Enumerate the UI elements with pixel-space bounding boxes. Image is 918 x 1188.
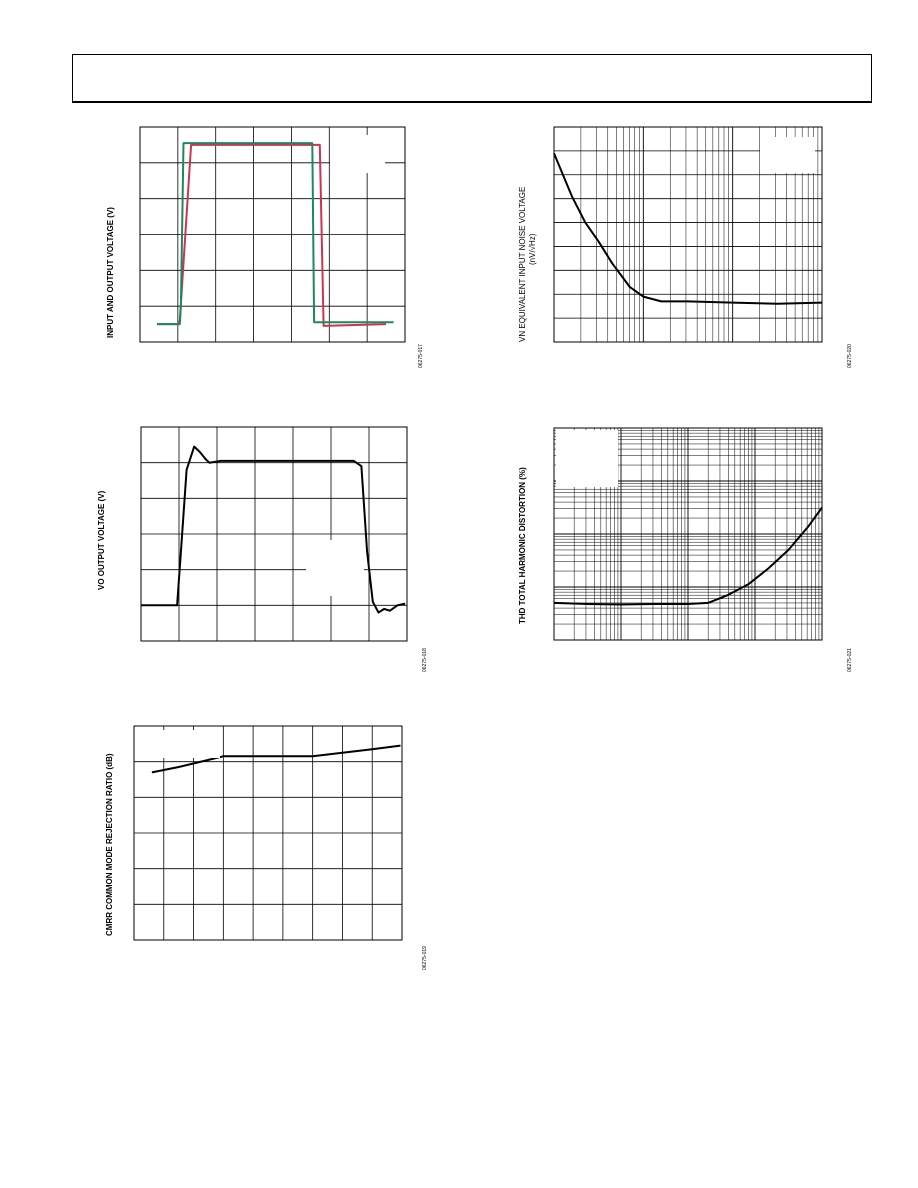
figure-thd: THD TOTAL HARMONIC DISTORTION (%) 06275-… — [518, 427, 853, 672]
grid — [134, 726, 402, 940]
page-header-box — [72, 54, 872, 103]
y-axis-label: CMRR COMMON MODE REJECTION RATIO (dB) — [105, 753, 114, 936]
series-line-1 — [141, 445, 406, 614]
y-axis-label: VO OUTPUT VOLTAGE (V) — [97, 490, 106, 590]
series-line-2 — [157, 142, 394, 326]
figure-id: 06275-021 — [847, 648, 853, 672]
series-group — [553, 152, 823, 305]
legend-whiteout — [138, 730, 220, 758]
y-axis-label: THD TOTAL HARMONIC DISTORTION (%) — [518, 467, 527, 624]
legend-whiteout — [556, 430, 618, 487]
series-line-1 — [151, 744, 401, 774]
figure-id: 06275-017 — [418, 344, 424, 368]
plot-area — [133, 725, 403, 941]
figure-input-noise-voltage: VN EQUIVALENT INPUT NOISE VOLTAGE (nV/√H… — [518, 126, 853, 368]
series-group — [157, 142, 394, 327]
y-axis-label: VN EQUIVALENT INPUT NOISE VOLTAGE — [518, 187, 527, 342]
plot-area — [553, 427, 823, 641]
series-line-1 — [553, 506, 823, 606]
figure-id: 06275-018 — [422, 648, 428, 672]
figure-id: 06275-020 — [847, 344, 853, 368]
y-axis-label-units: (nV/√Hz) — [528, 233, 537, 265]
figure-cmrr: CMRR COMMON MODE REJECTION RATIO (dB) 06… — [105, 725, 428, 970]
plot-area — [553, 126, 823, 343]
plot-area — [140, 426, 408, 642]
series-line-1 — [553, 152, 823, 305]
figure-input-output-voltage: INPUT AND OUTPUT VOLTAGE (V) 06275-017 — [106, 126, 424, 368]
plot-area — [139, 126, 406, 343]
figure-id: 06275-019 — [422, 946, 428, 970]
figure-output-voltage: VO OUTPUT VOLTAGE (V) 06275-018 — [97, 426, 428, 672]
y-axis-label: INPUT AND OUTPUT VOLTAGE (V) — [106, 207, 115, 338]
legend-whiteout — [306, 540, 364, 596]
series-group — [151, 744, 401, 774]
legend-whiteout — [760, 137, 815, 173]
series-group — [553, 506, 823, 606]
series-group — [141, 445, 406, 614]
legend-whiteout — [330, 135, 385, 173]
